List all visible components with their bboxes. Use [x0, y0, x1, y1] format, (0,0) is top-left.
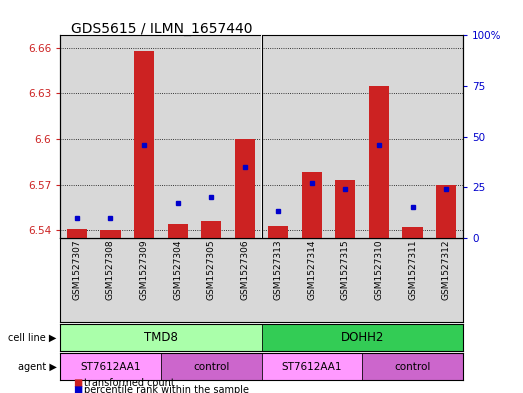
Bar [201, 221, 221, 238]
Text: TMD8: TMD8 [144, 331, 178, 344]
Bar [403, 227, 423, 238]
Text: percentile rank within the sample: percentile rank within the sample [84, 385, 248, 393]
Text: DOHH2: DOHH2 [340, 331, 384, 344]
Bar [335, 180, 356, 238]
Bar [262, 353, 362, 380]
Text: GSM1527314: GSM1527314 [308, 239, 316, 300]
Text: GSM1527304: GSM1527304 [173, 239, 182, 300]
Bar [268, 226, 288, 238]
Text: GSM1527312: GSM1527312 [441, 239, 451, 300]
Bar [134, 51, 154, 238]
Text: control: control [394, 362, 431, 372]
Text: ST7612AA1: ST7612AA1 [281, 362, 342, 372]
Bar [302, 172, 322, 238]
Bar [436, 184, 456, 238]
Text: GSM1527309: GSM1527309 [140, 239, 149, 300]
Text: cell line ▶: cell line ▶ [8, 332, 56, 343]
Text: transformed count: transformed count [84, 378, 175, 388]
Bar [67, 229, 87, 238]
Text: ■: ■ [73, 385, 83, 393]
Text: GDS5615 / ILMN_1657440: GDS5615 / ILMN_1657440 [71, 22, 252, 36]
Text: GSM1527310: GSM1527310 [374, 239, 383, 300]
Text: GSM1527313: GSM1527313 [274, 239, 283, 300]
Text: control: control [193, 362, 230, 372]
Bar [100, 230, 121, 238]
Text: GSM1527305: GSM1527305 [207, 239, 215, 300]
Bar [167, 224, 188, 238]
Text: GSM1527315: GSM1527315 [341, 239, 350, 300]
Bar [235, 139, 255, 238]
Bar [362, 353, 463, 380]
Bar [60, 324, 262, 351]
Bar [161, 353, 262, 380]
Text: GSM1527307: GSM1527307 [72, 239, 82, 300]
Text: ST7612AA1: ST7612AA1 [80, 362, 141, 372]
Text: agent ▶: agent ▶ [17, 362, 56, 372]
Bar [60, 353, 161, 380]
Text: GSM1527308: GSM1527308 [106, 239, 115, 300]
Bar [262, 324, 463, 351]
Bar [369, 86, 389, 238]
Text: GSM1527311: GSM1527311 [408, 239, 417, 300]
Text: GSM1527306: GSM1527306 [240, 239, 249, 300]
Text: ■: ■ [73, 378, 83, 388]
